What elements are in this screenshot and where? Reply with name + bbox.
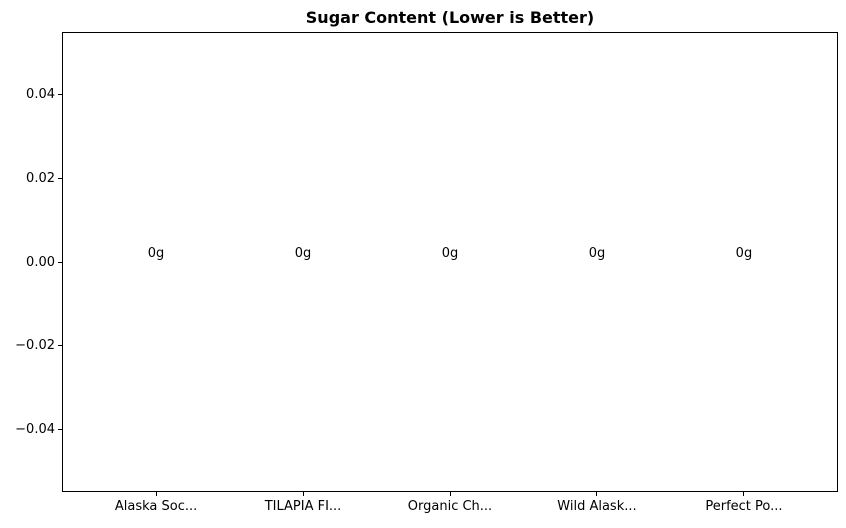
x-tick-mark: [155, 492, 157, 496]
y-tick-label: 0.04: [26, 87, 55, 103]
y-tick-mark: [58, 345, 62, 347]
y-tick-label: 0.02: [26, 170, 55, 186]
y-tick-label: −0.02: [15, 338, 55, 354]
x-tick-mark: [596, 492, 598, 496]
x-tick-label: Organic Ch...: [407, 499, 493, 514]
x-tick-mark: [743, 492, 745, 496]
x-tick-label: Perfect Po...: [705, 499, 783, 514]
bar-value-label: 0g: [294, 246, 312, 261]
x-tick-mark: [302, 492, 304, 496]
y-tick-mark: [58, 428, 62, 430]
x-tick-label: Alaska Soc...: [114, 499, 198, 514]
y-tick-mark: [58, 94, 62, 96]
chart-title: Sugar Content (Lower is Better): [305, 8, 595, 27]
bar-value-label: 0g: [147, 246, 165, 261]
plot-area: [62, 32, 838, 492]
y-tick-label: 0.00: [26, 254, 55, 270]
bar-value-label: 0g: [735, 246, 753, 261]
x-tick-mark: [449, 492, 451, 496]
x-tick-label: TILAPIA FI...: [264, 499, 342, 514]
x-tick-label: Wild Alask...: [557, 499, 637, 514]
y-tick-label: −0.04: [15, 421, 55, 437]
bar-value-label: 0g: [441, 246, 459, 261]
y-tick-mark: [58, 177, 62, 179]
y-tick-mark: [58, 261, 62, 263]
bar-value-label: 0g: [588, 246, 606, 261]
